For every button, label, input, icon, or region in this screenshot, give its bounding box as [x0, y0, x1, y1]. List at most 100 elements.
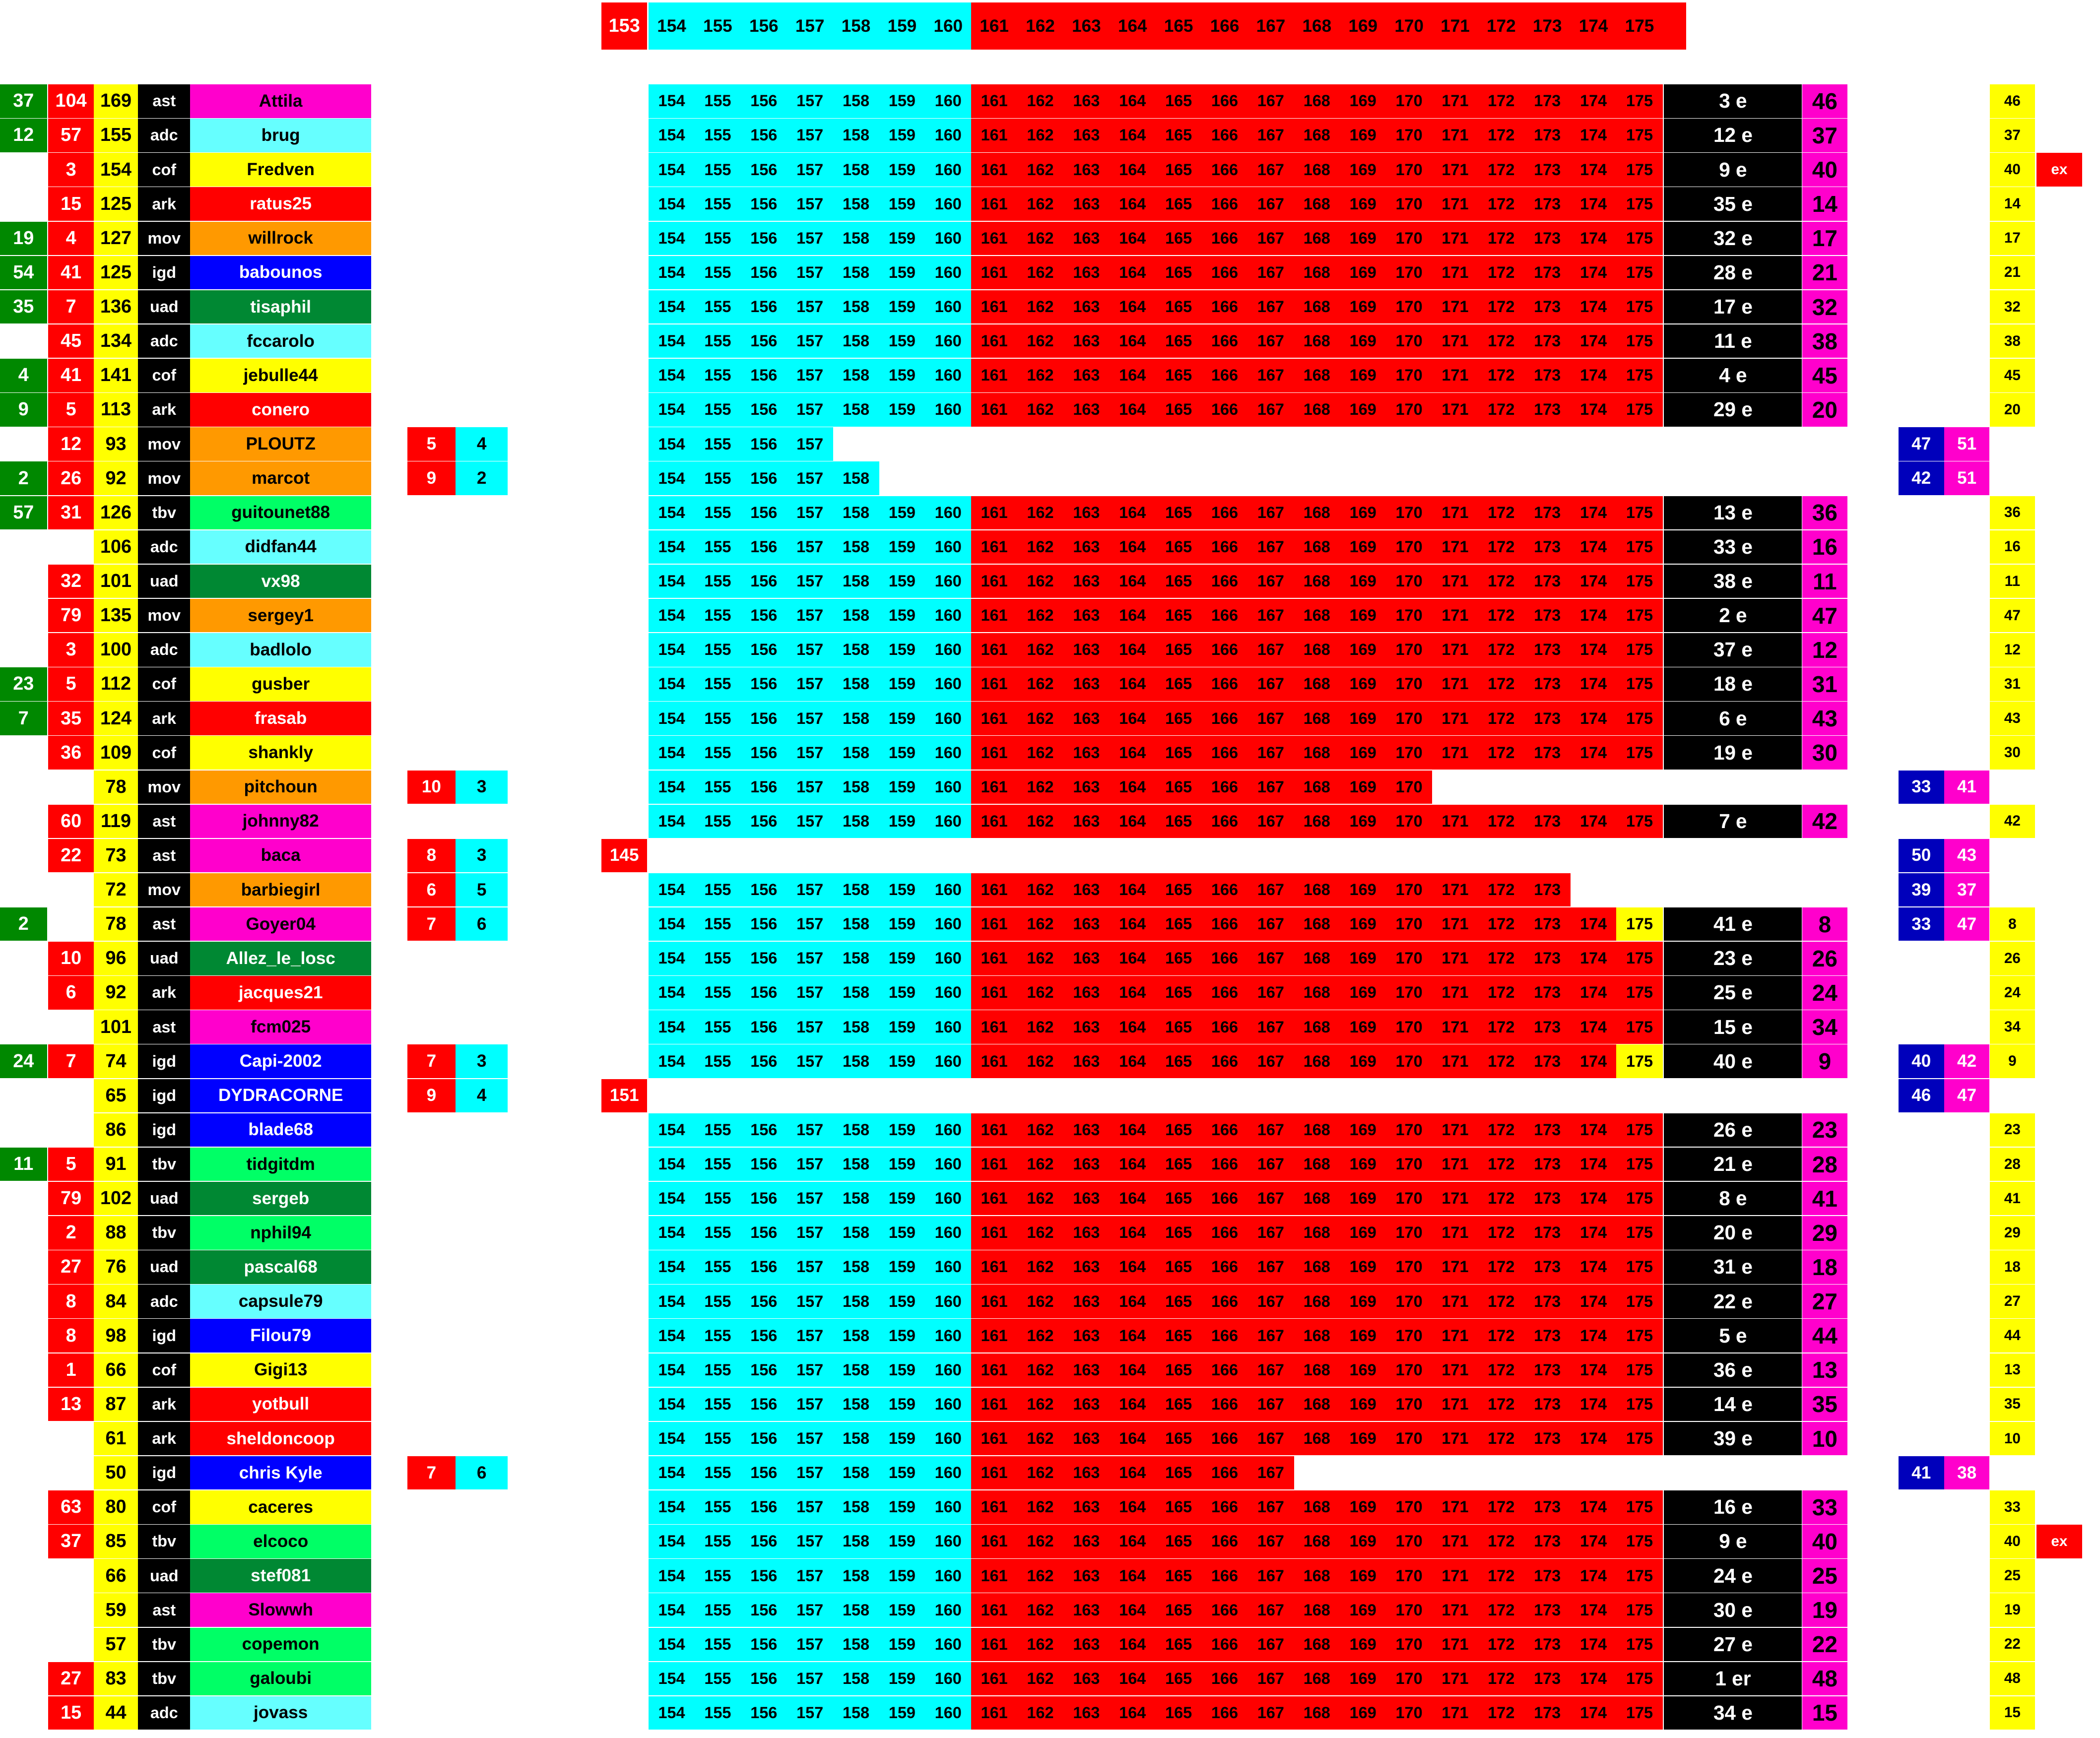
stage-number: 161 [971, 770, 1018, 804]
stage-number: 163 [1063, 1010, 1110, 1044]
stage-number: 166 [1201, 153, 1248, 187]
score-cell: 24 [1802, 976, 1848, 1010]
rank-cell: 22 e [1664, 1285, 1802, 1318]
stage-number: 156 [740, 461, 787, 495]
bonus-cyan-cell: 3 [456, 1044, 508, 1078]
stage-number: 175 [1616, 1627, 1663, 1661]
stage-number: 158 [833, 907, 879, 941]
stage-number: 166 [1201, 1627, 1248, 1661]
stage-number: 163 [1063, 1216, 1110, 1250]
stage-number: 175 [1616, 187, 1663, 221]
stage-number: 158 [833, 1421, 879, 1456]
stage-number: 161 [971, 84, 1018, 118]
score-cell: 28 [1802, 1147, 1848, 1181]
stage-number: 161 [971, 907, 1018, 941]
stage-number: 161 [971, 187, 1018, 221]
stage-number: 161 [971, 1250, 1018, 1284]
points-cell: 60 [48, 804, 94, 838]
stage-number: 171 [1432, 530, 1479, 564]
right-score-cell: 29 [1989, 1216, 2035, 1250]
stage-number: 157 [787, 359, 833, 392]
rank-cell: 4 e [1664, 359, 1802, 392]
stage-number: 172 [1478, 1113, 1525, 1147]
stage-number: 169 [1340, 702, 1386, 735]
stage-number: 164 [1109, 1319, 1156, 1352]
stage-number: 157 [787, 1696, 833, 1730]
stage-number: 174 [1570, 907, 1617, 941]
stage-number: 175 [1616, 1113, 1663, 1147]
stage-number: 165 [1155, 1147, 1202, 1181]
stage-number: 154 [648, 1285, 695, 1318]
total-cell: 73 [94, 838, 138, 873]
score-cell: 25 [1802, 1559, 1848, 1593]
stage-number: 158 [833, 461, 879, 495]
player-name: sergey1 [190, 598, 371, 633]
stage-number: 162 [1017, 1696, 1064, 1730]
score-cell: 41 [1802, 1181, 1848, 1216]
stage-number: 154 [648, 667, 695, 701]
stage-number: 172 [1478, 873, 1525, 907]
stage-number: 161 [971, 1490, 1018, 1524]
stage-number: 156 [740, 1490, 787, 1524]
stage-number: 175 [1616, 393, 1663, 427]
total-cell: 86 [94, 1113, 138, 1147]
stage-number: 172 [1478, 598, 1525, 633]
score-cell: 19 [1802, 1593, 1848, 1627]
player-name: galoubi [190, 1662, 371, 1696]
stage-number: 160 [925, 633, 972, 667]
stage-number: 156 [740, 873, 787, 907]
stage-number: 154 [648, 359, 695, 392]
stage-number: 169 [1340, 804, 1386, 838]
score-cell: 20 [1802, 393, 1848, 427]
stage-number: 158 [833, 736, 879, 770]
left-count-cell: 7 [0, 702, 47, 735]
stage-number: 169 [1340, 187, 1386, 221]
stage-number: 159 [879, 256, 925, 290]
stage-number: 156 [740, 1147, 787, 1181]
stage-number: 166 [1201, 667, 1248, 701]
stage-number: 167 [1247, 667, 1294, 701]
right-score-cell: 17 [1989, 221, 2035, 256]
left-count-cell [0, 1079, 47, 1113]
stage-number: 155 [694, 804, 741, 838]
stage-number: 157 [787, 530, 833, 564]
stage-number: 154 [648, 1353, 695, 1387]
stage-number: 172 [1478, 1250, 1525, 1284]
stage-number: 159 [879, 873, 925, 907]
stage-number: 157 [787, 119, 833, 152]
stage-number: 169 [1340, 942, 1386, 975]
stage-number: 173 [1524, 119, 1571, 152]
stage-number: 159 [879, 119, 925, 152]
left-count-cell [0, 633, 47, 667]
stage-number: 172 [1478, 119, 1525, 152]
stage-number: 169 [1340, 1010, 1386, 1044]
stage-number: 171 [1432, 1490, 1479, 1524]
stage-number: 164 [1109, 324, 1156, 358]
stage-number: 175 [1616, 1319, 1663, 1352]
stage-number: 169 [1340, 530, 1386, 564]
stage-number: 159 [879, 1285, 925, 1318]
stage-number: 172 [1478, 221, 1525, 256]
stage-number: 163 [1063, 564, 1110, 598]
right-score-cell: 23 [1989, 1113, 2035, 1147]
bonus-cyan-cell: 6 [456, 1456, 508, 1490]
stage-number: 172 [1478, 1662, 1525, 1696]
score-cell: 43 [1802, 702, 1848, 735]
stage-number: 172 [1478, 1696, 1525, 1730]
stage-number: 159 [879, 770, 925, 804]
stage-number: 161 [971, 530, 1018, 564]
stage-number: 167 [1247, 804, 1294, 838]
stage-number: 170 [1385, 1353, 1433, 1387]
stage-number: 170 [1385, 1147, 1433, 1181]
team-code: cof [138, 667, 191, 701]
stage-number: 164 [1109, 907, 1156, 941]
team-code: mov [138, 770, 191, 804]
stage-number: 166 [1201, 1044, 1248, 1078]
stage-number: 165 [1155, 1044, 1202, 1078]
stage-number: 175 [1616, 736, 1663, 770]
score-cell: 8 [1802, 907, 1848, 941]
stage-number: 172 [1478, 907, 1525, 941]
right-score-cell: 30 [1989, 736, 2035, 770]
stage-number: 162 [1017, 736, 1064, 770]
team-code: ast [138, 907, 191, 941]
